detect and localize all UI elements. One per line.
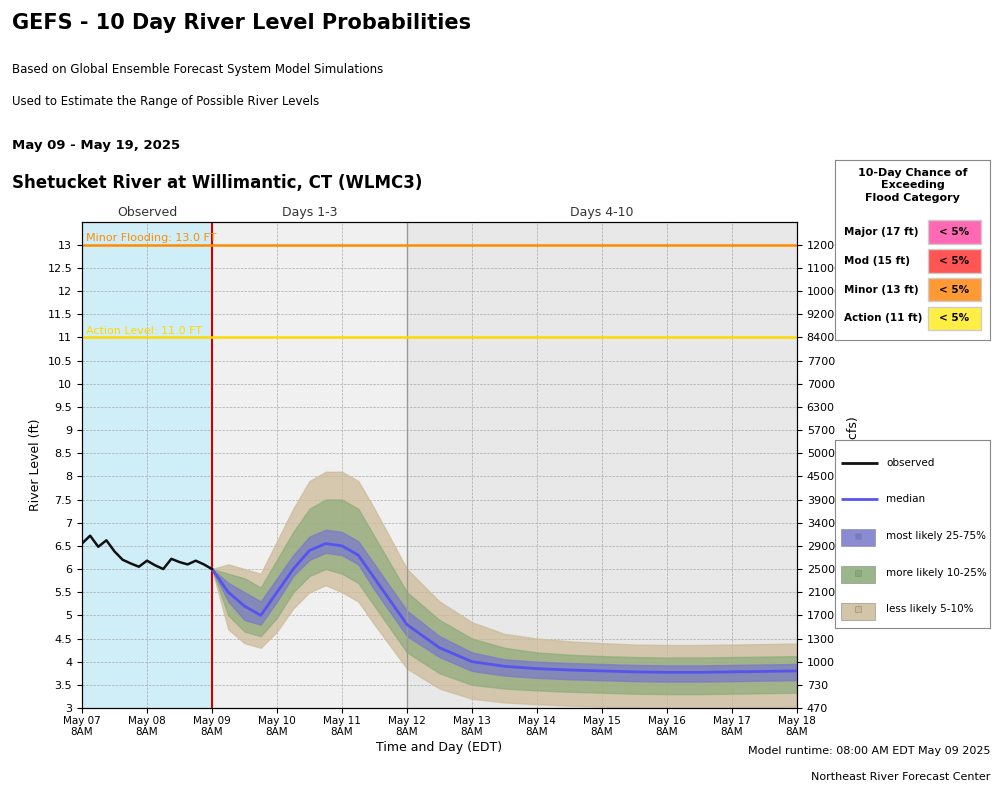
Text: observed: observed (886, 458, 935, 467)
Text: Mod (15 ft): Mod (15 ft) (844, 256, 910, 266)
FancyBboxPatch shape (928, 278, 981, 302)
Text: Model runtime: 08:00 AM EDT May 09 2025: Model runtime: 08:00 AM EDT May 09 2025 (748, 746, 990, 756)
FancyBboxPatch shape (928, 220, 981, 244)
FancyBboxPatch shape (841, 530, 875, 546)
Text: Northeast River Forecast Center: Northeast River Forecast Center (811, 773, 990, 782)
FancyBboxPatch shape (928, 249, 981, 273)
Text: Minor (13 ft): Minor (13 ft) (844, 285, 919, 294)
Text: Days 1-3: Days 1-3 (282, 206, 337, 219)
Text: most likely 25-75%: most likely 25-75% (886, 531, 986, 541)
Text: Shetucket River at Willimantic, CT (WLMC3): Shetucket River at Willimantic, CT (WLMC… (12, 174, 423, 192)
FancyBboxPatch shape (841, 566, 875, 583)
Text: < 5%: < 5% (939, 256, 969, 266)
Bar (82, 222, 212, 708)
Text: more likely 10-25%: more likely 10-25% (886, 567, 987, 578)
Text: May 09 - May 19, 2025: May 09 - May 19, 2025 (12, 139, 180, 152)
Y-axis label: River Level (ft): River Level (ft) (29, 418, 42, 511)
FancyBboxPatch shape (841, 602, 875, 619)
Text: < 5%: < 5% (939, 314, 969, 323)
Text: < 5%: < 5% (939, 285, 969, 294)
Text: Major (17 ft): Major (17 ft) (844, 227, 919, 237)
Text: Used to Estimate the Range of Possible River Levels: Used to Estimate the Range of Possible R… (12, 95, 319, 108)
FancyBboxPatch shape (928, 306, 981, 330)
X-axis label: Time and Day (EDT): Time and Day (EDT) (376, 742, 503, 754)
Text: GEFS - 10 Day River Level Probabilities: GEFS - 10 Day River Level Probabilities (12, 14, 471, 34)
Text: median: median (886, 494, 925, 504)
Text: Minor Flooding: 13.0 FT: Minor Flooding: 13.0 FT (86, 233, 216, 243)
Text: Based on Global Ensemble Forecast System Model Simulations: Based on Global Ensemble Forecast System… (12, 63, 383, 76)
Text: < 5%: < 5% (939, 227, 969, 237)
Text: Action (11 ft): Action (11 ft) (844, 314, 923, 323)
Text: 10-Day Chance of
Exceeding
Flood Category: 10-Day Chance of Exceeding Flood Categor… (858, 168, 967, 203)
Bar (407, 222, 797, 708)
Text: less likely 5-10%: less likely 5-10% (886, 604, 974, 614)
Bar (212, 222, 407, 708)
Text: Action Level: 11.0 FT: Action Level: 11.0 FT (86, 326, 202, 335)
Y-axis label: River Flow (cfs): River Flow (cfs) (847, 417, 860, 513)
Text: Observed: Observed (117, 206, 177, 219)
Text: Days 4-10: Days 4-10 (570, 206, 634, 219)
